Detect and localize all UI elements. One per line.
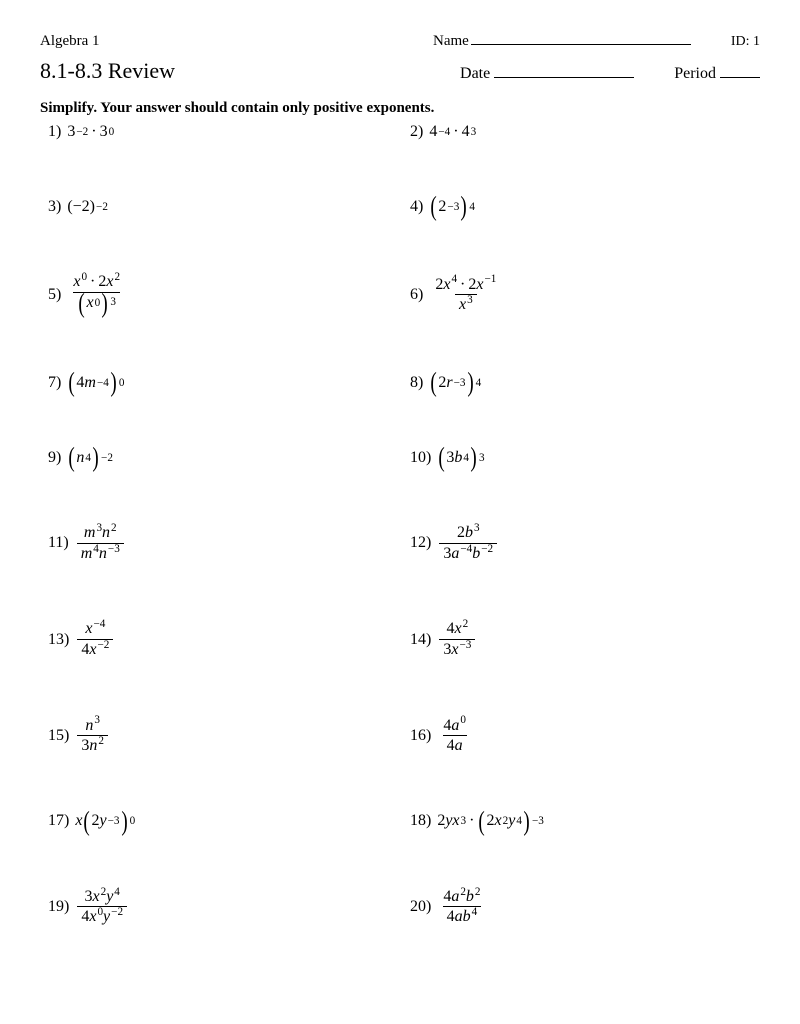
problem-16: 16) 4a0 4a [410,716,752,756]
course-label: Algebra 1 [40,33,100,50]
problem-number: 16) [410,727,431,745]
date-field: Date [460,63,634,83]
problem-3: 3) (−2)−2 [48,197,390,216]
header-row-2: 8.1-8.3 Review Date Period [40,58,760,84]
problem-number: 20) [410,898,431,916]
problem-number: 9) [48,449,61,467]
problem-expression: 3−2·30 [67,123,114,141]
problem-expression: 4a2b2 4ab4 [437,887,486,927]
instructions: Simplify. Your answer should contain onl… [40,100,760,117]
problem-17: 17) x(2y−3)0 [48,812,390,831]
problem-15: 15) n3 3n2 [48,716,390,756]
problem-9: 9) (n4)−2 [48,448,390,467]
problem-10: 10) (3b4)3 [410,448,752,467]
worksheet-title: 8.1-8.3 Review [40,58,175,84]
name-blank-line [471,30,691,45]
problem-number: 8) [410,374,423,392]
problem-expression: 4−4·43 [429,123,476,141]
problem-number: 6) [410,286,423,304]
problem-expression: 2x4·2x−1 x3 [429,275,502,315]
problem-4: 4) (2−3)4 [410,197,752,216]
problem-expression: (−2)−2 [67,198,108,216]
problem-14: 14) 4x2 3x−3 [410,619,752,659]
problem-number: 12) [410,534,431,552]
problem-11: 11) m3n2 m4n−3 [48,523,390,563]
problem-2: 2) 4−4·43 [410,123,752,141]
problem-8: 8) (2r−3)4 [410,373,752,392]
problem-number: 13) [48,631,69,649]
problem-expression: x(2y−3)0 [75,812,135,831]
problem-19: 19) 3x2y4 4x0y−2 [48,887,390,927]
problem-number: 11) [48,534,69,552]
problem-number: 7) [48,374,61,392]
name-field: Name [433,30,691,50]
id-label: ID: 1 [731,34,760,50]
period-label: Period [674,65,716,82]
problem-number: 4) [410,198,423,216]
problem-number: 18) [410,812,431,830]
date-blank-line [494,63,634,78]
problem-7: 7) (4m−4)0 [48,373,390,392]
date-label: Date [460,65,490,82]
problem-expression: (2r−3)4 [429,373,481,392]
problem-number: 2) [410,123,423,141]
problem-5: 5) x0·2x2 (x0)3 [48,272,390,317]
period-field: Period [674,63,760,83]
problem-expression: 4x2 3x−3 [437,619,477,659]
problem-expression: 4a0 4a [437,716,472,756]
problem-expression: 2b3 3a−4b−2 [437,523,499,563]
problem-1: 1) 3−2·30 [48,123,390,141]
problem-expression: (4m−4)0 [67,373,124,392]
problem-13: 13) x−4 4x−2 [48,619,390,659]
problem-expression: x0·2x2 (x0)3 [67,272,126,317]
name-label: Name [433,33,469,49]
problem-expression: m3n2 m4n−3 [75,523,126,563]
problem-number: 10) [410,449,431,467]
header-row-1: Algebra 1 Name ID: 1 [40,30,760,50]
problem-6: 6) 2x4·2x−1 x3 [410,272,752,317]
period-blank-line [720,63,760,78]
problem-number: 19) [48,898,69,916]
problem-12: 12) 2b3 3a−4b−2 [410,523,752,563]
problem-20: 20) 4a2b2 4ab4 [410,887,752,927]
problem-expression: n3 3n2 [75,716,110,756]
problem-number: 15) [48,727,69,745]
problem-expression: 2yx3·(2x2y4)−3 [437,812,544,831]
problems-grid: 1) 3−2·30 2) 4−4·43 3) (−2)−2 4) (2−3)4 … [40,123,760,927]
problem-number: 17) [48,812,69,830]
problem-number: 14) [410,631,431,649]
problem-expression: 3x2y4 4x0y−2 [75,887,129,927]
problem-number: 5) [48,286,61,304]
problem-number: 1) [48,123,61,141]
problem-expression: (3b4)3 [437,448,484,467]
problem-expression: (n4)−2 [67,448,113,467]
problem-18: 18) 2yx3·(2x2y4)−3 [410,812,752,831]
problem-expression: (2−3)4 [429,197,475,216]
problem-expression: x−4 4x−2 [75,619,115,659]
problem-number: 3) [48,198,61,216]
